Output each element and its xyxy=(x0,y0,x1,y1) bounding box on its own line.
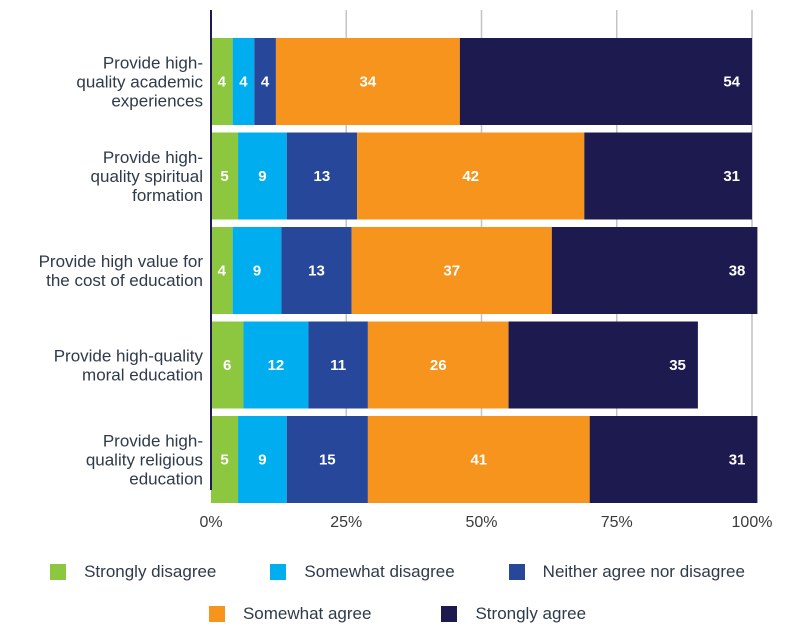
bar-segment xyxy=(211,227,233,314)
category-labels: Provide high-quality academic experiences… xyxy=(39,54,204,489)
legend-swatch xyxy=(50,564,67,580)
x-tick-label: 50% xyxy=(465,514,497,531)
category-label-line: moral education xyxy=(82,366,203,385)
category-label-line: Provide high value for xyxy=(39,252,204,271)
bar-segment xyxy=(286,416,368,503)
data-label: 9 xyxy=(258,168,266,185)
bar-segment xyxy=(211,416,239,503)
category-label-line: Provide high- xyxy=(103,432,203,451)
legend-item-strongly-disagree: Strongly disagree xyxy=(50,562,216,582)
bar-segment xyxy=(238,416,287,503)
bar-segment xyxy=(211,38,233,125)
legend-swatch xyxy=(508,564,525,580)
category-label: Provide high-quality spiritual formation xyxy=(91,148,203,205)
category-label: Provide high-quality moral education xyxy=(54,347,204,385)
category-label-line: the cost of education xyxy=(46,271,203,290)
data-label: 35 xyxy=(669,357,686,374)
category-label-line: quality spiritual xyxy=(91,167,203,186)
bar-segment xyxy=(551,227,758,314)
data-label: 38 xyxy=(729,263,746,280)
x-tick-label: 0% xyxy=(199,514,222,531)
data-label: 31 xyxy=(729,452,746,469)
bar-segment xyxy=(254,38,276,125)
data-label: 4 xyxy=(239,74,248,91)
legend-label: Neither agree nor disagree xyxy=(542,562,745,581)
bar-group: 4 4 4 34 54 xyxy=(211,38,752,125)
legend-row-1: Strongly disagree Somewhat disagree Neit… xyxy=(0,562,795,582)
data-label: 9 xyxy=(253,263,261,280)
x-tick-label: 25% xyxy=(330,514,362,531)
legend-swatch xyxy=(270,564,287,580)
category-label-line: Provide high-quality xyxy=(54,347,204,366)
bar-segment xyxy=(232,38,255,125)
legend-item-somewhat-agree: Somewhat agree xyxy=(208,604,372,624)
category-label-line: Provide high- xyxy=(103,148,203,167)
legend-item-neither: Neither agree nor disagree xyxy=(508,562,745,582)
data-label: 4 xyxy=(261,74,270,91)
category-label-line: formation xyxy=(132,186,203,205)
bar-segment xyxy=(211,132,239,220)
bar-segment xyxy=(275,38,460,125)
bar-segment xyxy=(357,132,585,220)
data-label: 6 xyxy=(223,357,231,374)
data-label: 4 xyxy=(218,74,227,91)
legend-item-somewhat-disagree: Somewhat disagree xyxy=(270,562,455,582)
bar-segment xyxy=(459,38,752,125)
x-tick-label: 100% xyxy=(732,514,773,531)
bar-group: 4 9 13 37 38 xyxy=(211,227,758,314)
bar-segment xyxy=(281,227,352,314)
bar-group: 6 12 11 26 35 xyxy=(211,321,698,409)
bar-segment xyxy=(238,132,287,220)
bar-segment xyxy=(232,227,282,314)
data-label: 26 xyxy=(430,357,447,374)
data-label: 9 xyxy=(258,452,266,469)
data-label: 54 xyxy=(723,74,740,91)
data-label: 37 xyxy=(443,263,460,280)
legend-label: Somewhat disagree xyxy=(304,562,455,581)
stacked-bar-chart: 4 4 4 34 545 9 13 42 314 9 13 37 386 12 11 26 355 9 15 41 31… xyxy=(39,10,772,531)
data-label: 41 xyxy=(470,452,487,469)
legend-label: Strongly agree xyxy=(475,604,587,623)
bar-segment xyxy=(286,132,358,220)
legend-item-strongly-agree: Strongly agree xyxy=(441,604,586,624)
category-label: Provide high value for the cost of educat… xyxy=(39,252,204,290)
bar-segment xyxy=(243,321,309,409)
category-label-line: education xyxy=(129,470,203,489)
bar-segment xyxy=(351,227,552,314)
bar-segment xyxy=(589,416,758,503)
category-label: Provide high-quality academic experiences xyxy=(76,54,203,111)
data-label: 34 xyxy=(360,74,377,91)
data-label: 11 xyxy=(330,357,346,374)
category-label-line: experiences xyxy=(111,92,203,111)
bar-segment xyxy=(308,321,368,409)
bar-group: 5 9 15 41 31 xyxy=(211,416,758,503)
x-tick-label: 75% xyxy=(601,514,633,531)
legend-row-2: Somewhat agree Strongly agree xyxy=(0,604,795,624)
legend-swatch xyxy=(208,606,225,622)
category-label-line: quality religious xyxy=(86,451,203,470)
legend-swatch xyxy=(441,606,458,622)
data-label: 15 xyxy=(319,452,336,469)
legend-label: Somewhat agree xyxy=(242,604,372,623)
data-label: 42 xyxy=(462,168,479,185)
data-label: 5 xyxy=(220,452,228,469)
category-label: Provide high-quality religious education xyxy=(86,432,203,489)
bar-segment xyxy=(367,416,590,503)
bar-segment xyxy=(508,321,698,409)
data-label: 13 xyxy=(314,168,331,185)
bar-segment xyxy=(584,132,752,220)
data-label: 12 xyxy=(268,357,285,374)
data-label: 13 xyxy=(308,263,325,280)
x-axis-tick-labels: 0% 25% 50% 75% 100% xyxy=(199,514,772,531)
bar-segment xyxy=(211,321,244,409)
category-label-line: Provide high- xyxy=(103,54,203,73)
legend-label: Strongly disagree xyxy=(84,562,217,581)
bars: 4 4 4 34 545 9 13 42 314 9 13 37 386 12 11 26 355 9 15 41 31 xyxy=(211,38,758,503)
bar-segment xyxy=(367,321,509,409)
category-label-line: quality academic xyxy=(76,73,203,92)
data-label: 5 xyxy=(220,168,228,185)
data-label: 31 xyxy=(723,168,740,185)
bar-group: 5 9 13 42 31 xyxy=(211,132,752,220)
data-label: 4 xyxy=(218,263,227,280)
